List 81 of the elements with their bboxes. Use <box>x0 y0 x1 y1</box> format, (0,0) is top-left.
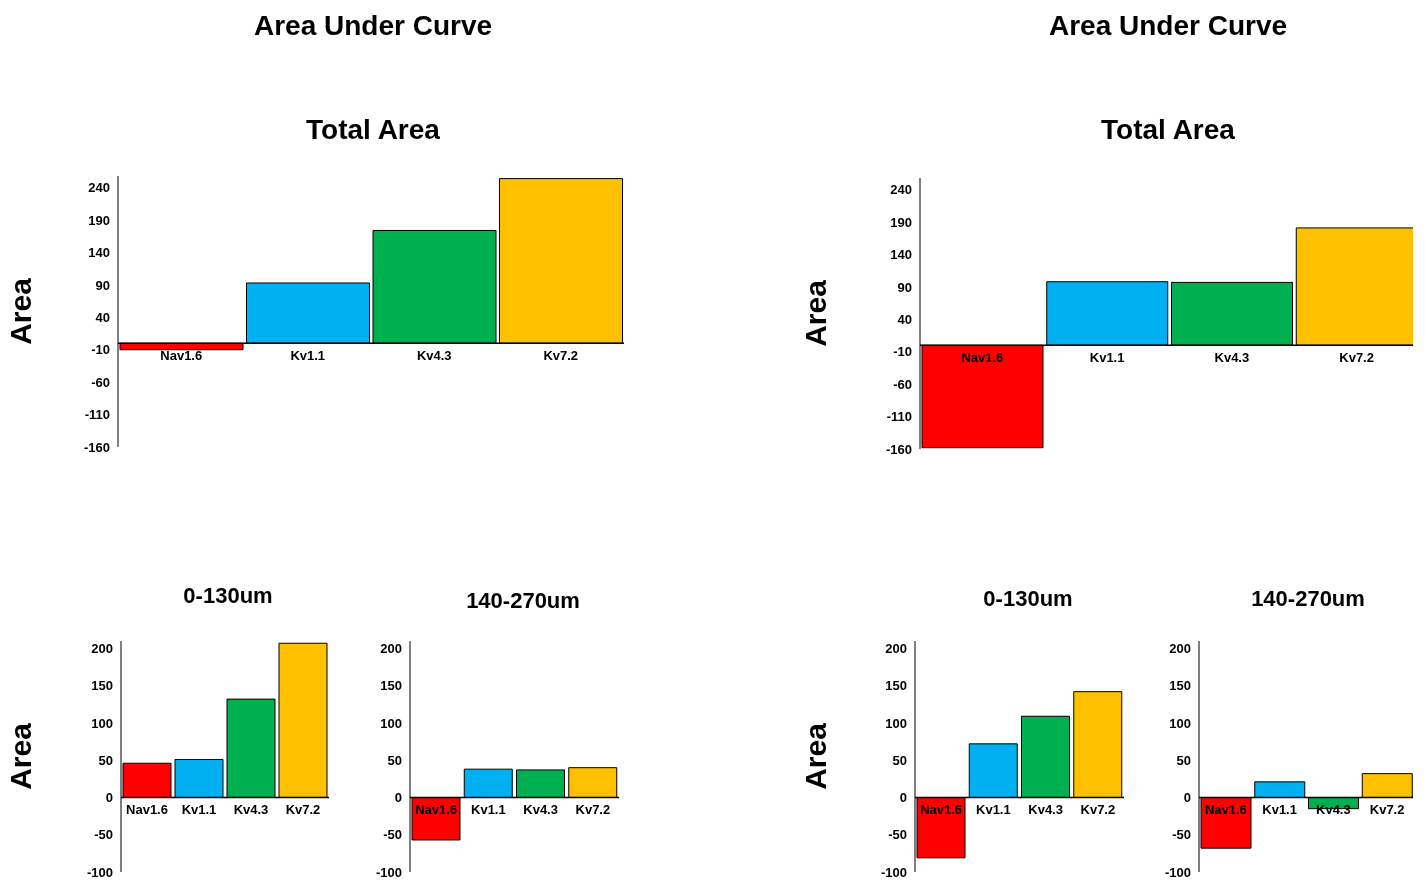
x-tick-label: Kv7.2 <box>285 802 321 818</box>
y-tick-label: 0 <box>1183 790 1191 806</box>
x-tick-label: Kv7.2 <box>1339 350 1374 366</box>
chart-title: Area Under Curve <box>1047 10 1289 42</box>
x-tick-label: Nav1.6 <box>961 350 1004 366</box>
y-tick-label: -160 <box>83 439 110 455</box>
y-tick-label: 50 <box>892 752 907 768</box>
y-tick-label: 100 <box>91 715 113 731</box>
y-tick-label: 50 <box>98 752 113 768</box>
x-tick-label: Kv4.3 <box>416 348 452 364</box>
chart-title: 0-130um <box>982 586 1074 612</box>
y-tick-label: 200 <box>1169 641 1191 657</box>
y-tick-label: 240 <box>88 180 110 196</box>
y-tick-label: 200 <box>380 641 402 657</box>
y-tick-label: 240 <box>890 182 912 198</box>
y-tick-label: 200 <box>885 641 907 657</box>
x-tick-label: Kv4.3 <box>523 802 558 818</box>
y-tick-label: -60 <box>91 374 110 390</box>
chart-title: 140-270um <box>465 588 581 614</box>
y-tick-label: 150 <box>885 678 907 694</box>
y-tick-label: 190 <box>88 212 110 228</box>
y-tick-label: 140 <box>890 247 912 263</box>
chart-subtitle: Total Area <box>1100 114 1236 146</box>
y-axis-title: Area <box>798 279 832 347</box>
y-tick-label: -100 <box>880 864 907 880</box>
y-tick-label: 90 <box>897 279 912 295</box>
x-tick-label: Kv1.1 <box>1262 802 1297 818</box>
y-tick-label: -50 <box>94 827 113 843</box>
y-tick-label: -50 <box>383 827 402 843</box>
y-tick-label: 50 <box>387 752 402 768</box>
chart-title: 0-130um <box>182 583 274 609</box>
y-tick-label: -60 <box>893 376 912 392</box>
y-axis-title: Area <box>3 277 37 345</box>
y-tick-label: 50 <box>1176 752 1191 768</box>
x-tick-label: Kv1.1 <box>290 348 326 364</box>
y-tick-label: 150 <box>1169 678 1191 694</box>
y-tick-label: 0 <box>394 790 402 806</box>
y-tick-label: 100 <box>1169 715 1191 731</box>
x-tick-label: Kv7.2 <box>1369 802 1405 818</box>
y-tick-label: 150 <box>91 678 113 694</box>
x-tick-label: Kv4.3 <box>1028 802 1063 818</box>
y-tick-label: 90 <box>95 277 110 293</box>
x-tick-label: Kv7.2 <box>1080 802 1116 818</box>
x-tick-label: Kv7.2 <box>543 348 579 364</box>
x-tick-label: Kv7.2 <box>575 802 611 818</box>
y-tick-label: -110 <box>84 407 110 423</box>
x-tick-label: Kv1.1 <box>976 802 1011 818</box>
x-tick-label: Nav1.6 <box>920 802 963 818</box>
y-tick-label: 200 <box>91 641 113 657</box>
x-tick-label: Kv4.3 <box>1214 350 1250 366</box>
y-tick-label: 100 <box>380 715 402 731</box>
x-tick-label: Kv4.3 <box>233 802 269 818</box>
y-tick-label: -160 <box>885 441 912 457</box>
x-tick-label: Nav1.6 <box>160 348 203 364</box>
y-tick-label: 0 <box>899 790 907 806</box>
x-tick-label: Nav1.6 <box>126 802 168 818</box>
y-tick-label: 140 <box>88 245 110 261</box>
y-tick-label: -100 <box>375 864 402 880</box>
y-tick-label: -100 <box>1164 864 1191 880</box>
chart-subtitle: Total Area <box>305 114 441 146</box>
y-axis-title: Area <box>798 722 832 790</box>
x-tick-label: Kv1.1 <box>471 802 506 818</box>
y-tick-label: -50 <box>1172 827 1191 843</box>
y-tick-label: 40 <box>897 311 912 327</box>
y-tick-label: -100 <box>86 864 113 880</box>
y-tick-label: -10 <box>91 342 110 358</box>
y-tick-label: 150 <box>380 678 402 694</box>
chart-title: Area Under Curve <box>252 10 494 42</box>
y-tick-label: -10 <box>893 344 912 360</box>
y-tick-label: 100 <box>885 715 907 731</box>
x-tick-label: Kv1.1 <box>1089 350 1125 366</box>
y-tick-label: -110 <box>886 409 912 425</box>
y-tick-label: 0 <box>105 790 113 806</box>
x-tick-label: Kv1.1 <box>181 802 217 818</box>
y-axis-title: Area <box>3 722 37 790</box>
x-tick-label: Nav1.6 <box>415 802 458 818</box>
y-tick-label: 190 <box>890 214 912 230</box>
y-tick-label: -50 <box>888 827 907 843</box>
x-tick-label: Nav1.6 <box>1204 802 1247 818</box>
y-tick-label: 40 <box>95 309 110 325</box>
chart-title: 140-270um <box>1250 586 1366 612</box>
